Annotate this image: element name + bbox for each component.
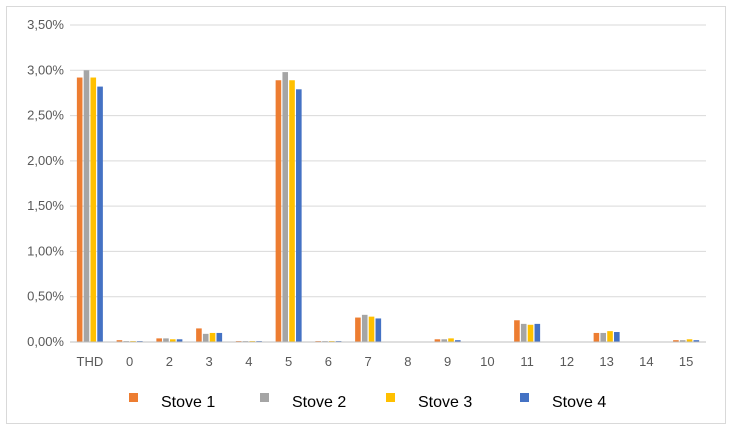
gridlines bbox=[70, 24, 706, 298]
x-tick-label: 13 bbox=[599, 354, 613, 369]
y-tick-label: 0,50% bbox=[27, 289, 64, 304]
x-tick-label: 7 bbox=[365, 354, 372, 369]
x-tick-label: 0 bbox=[126, 354, 133, 369]
y-tick-label: 2,50% bbox=[27, 108, 64, 123]
bar-stove-1-0 bbox=[116, 340, 123, 342]
bar-stove-2-13 bbox=[600, 332, 607, 342]
bar-stove-4-15 bbox=[693, 340, 700, 342]
bar-stove-4-11 bbox=[534, 323, 541, 342]
bar-stove-4-3 bbox=[216, 332, 223, 342]
legend-label: Stove 2 bbox=[292, 394, 346, 411]
legend-item-stove-2: Stove 2 bbox=[260, 393, 346, 411]
y-tick-label: 1,50% bbox=[27, 198, 64, 213]
bar-stove-4-9 bbox=[455, 340, 461, 342]
bar-stove-1-9 bbox=[434, 339, 441, 342]
bar-stove-2-9 bbox=[441, 339, 448, 342]
legend: Stove 1 Stove 2 Stove 3 Stove 4 bbox=[129, 393, 606, 411]
legend-swatch bbox=[520, 393, 529, 402]
bar-stove-1-2 bbox=[156, 338, 162, 342]
bar-stove-2-15 bbox=[679, 340, 686, 342]
bar-stove-2-3 bbox=[202, 333, 209, 342]
x-tick-label: 8 bbox=[404, 354, 411, 369]
x-tick-label: 9 bbox=[444, 354, 451, 369]
x-tick-label: 14 bbox=[639, 354, 653, 369]
bar-stove-3-5 bbox=[289, 80, 295, 343]
y-axis-tick-labels: 0,00% 0,50% 1,00% 1,50% 2,00% 2,50% 3,00% 3,50% bbox=[27, 17, 64, 349]
x-tick-label: 12 bbox=[560, 354, 574, 369]
bar-stove-4-thd bbox=[97, 86, 103, 343]
y-tick-label: 3,50% bbox=[27, 17, 64, 32]
x-tick-label: 2 bbox=[166, 354, 173, 369]
x-axis-tick-labels: THD 0 2 3 4 5 6 7 8 9 10 11 12 13 14 15 bbox=[77, 354, 694, 369]
x-tick-label: 4 bbox=[245, 354, 252, 369]
legend-swatch bbox=[386, 393, 395, 402]
legend-label: Stove 3 bbox=[418, 394, 472, 411]
bar-stove-1-3 bbox=[196, 328, 202, 342]
x-tick-label: 11 bbox=[520, 354, 534, 369]
bar-stove-3-13 bbox=[607, 331, 613, 342]
bar-stove-1-15 bbox=[673, 340, 679, 342]
x-tick-label: 15 bbox=[679, 354, 693, 369]
bar-stove-4-7 bbox=[375, 318, 382, 342]
x-tick-label: 10 bbox=[480, 354, 494, 369]
bar-stove-4-13 bbox=[614, 332, 620, 342]
bar-stove-3-7 bbox=[368, 316, 375, 342]
bar-stove-3-9 bbox=[448, 338, 454, 342]
y-tick-label: 0,00% bbox=[27, 334, 64, 349]
bar-stove-4-5 bbox=[296, 89, 302, 342]
bar-stove-1-thd bbox=[76, 77, 83, 342]
x-tick-label: 6 bbox=[325, 354, 332, 369]
x-tick-label: 5 bbox=[285, 354, 292, 369]
bar-stove-1-13 bbox=[593, 332, 600, 342]
bar-stove-2-7 bbox=[361, 314, 368, 342]
legend-item-stove-1: Stove 1 bbox=[129, 393, 215, 411]
bar-stove-3-15 bbox=[686, 339, 693, 342]
bar-stove-2-11 bbox=[520, 323, 527, 342]
legend-swatch bbox=[129, 393, 138, 402]
legend-label: Stove 1 bbox=[161, 394, 215, 411]
y-tick-label: 3,00% bbox=[27, 62, 64, 77]
bar-stove-2-2 bbox=[163, 338, 169, 342]
bar-stove-3-2 bbox=[169, 339, 176, 342]
y-tick-label: 2,00% bbox=[27, 153, 64, 168]
bar-stove-2-thd bbox=[83, 70, 90, 343]
legend-swatch bbox=[260, 393, 269, 402]
y-tick-label: 1,00% bbox=[27, 243, 64, 258]
bar-stove-3-3 bbox=[209, 332, 216, 342]
x-tick-label: THD bbox=[77, 354, 104, 369]
bar-stove-2-5 bbox=[282, 72, 289, 343]
bar-stove-3-thd bbox=[90, 77, 97, 342]
legend-item-stove-3: Stove 3 bbox=[386, 393, 472, 411]
legend-item-stove-4: Stove 4 bbox=[520, 393, 606, 411]
legend-label: Stove 4 bbox=[552, 394, 606, 411]
bar-stove-3-11 bbox=[527, 324, 534, 342]
bar-stove-1-5 bbox=[275, 80, 282, 343]
bars bbox=[76, 70, 700, 343]
bar-stove-4-2 bbox=[176, 339, 183, 342]
chart-area bbox=[6, 6, 726, 424]
bar-stove-1-7 bbox=[355, 317, 361, 342]
x-tick-label: 3 bbox=[206, 354, 213, 369]
bar-stove-1-11 bbox=[514, 320, 520, 342]
